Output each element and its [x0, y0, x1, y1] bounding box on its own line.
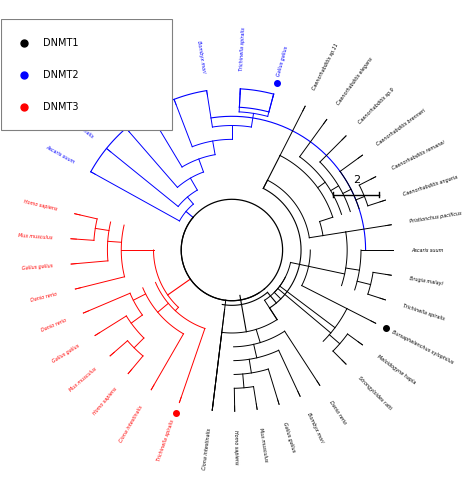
Text: DNMT1: DNMT1 [43, 38, 78, 48]
Text: Ascaris suum: Ascaris suum [45, 145, 76, 165]
Text: Brugia malayi: Brugia malayi [409, 276, 443, 286]
Text: DNMT2: DNMT2 [43, 70, 79, 80]
Text: Danio rerio: Danio rerio [328, 400, 346, 425]
Text: Homo sapiens: Homo sapiens [23, 200, 57, 212]
Text: Strongyloides ratti: Strongyloides ratti [357, 376, 393, 411]
Text: Caenorhabditis elegans: Caenorhabditis elegans [336, 56, 374, 106]
Text: Danio rerio: Danio rerio [40, 318, 67, 333]
Text: Trichinella spiralis: Trichinella spiralis [402, 303, 445, 322]
Text: 2: 2 [353, 176, 360, 186]
FancyBboxPatch shape [1, 20, 172, 130]
Text: Caenorhabditis sp.11: Caenorhabditis sp.11 [311, 42, 339, 91]
Text: Mus musculus: Mus musculus [69, 366, 98, 392]
Text: Pristionchus pacificus: Pristionchus pacificus [409, 211, 462, 224]
Text: DNMT2: DNMT2 [43, 70, 79, 80]
Text: Caenorhabditis remanei: Caenorhabditis remanei [391, 140, 446, 170]
Text: Caenorhabditis sp.9: Caenorhabditis sp.9 [357, 86, 395, 124]
Text: Gallus gallus: Gallus gallus [282, 421, 296, 452]
Text: Mus musculus: Mus musculus [18, 232, 53, 240]
Text: Gallus gallus: Gallus gallus [21, 263, 53, 271]
Text: Danio rerio: Danio rerio [94, 92, 116, 116]
Text: Homo sapiens: Homo sapiens [92, 386, 118, 416]
Text: Danio rerio: Danio rerio [30, 291, 58, 302]
Text: Gallus gallus: Gallus gallus [276, 46, 289, 77]
Text: Ciona intestinalis: Ciona intestinalis [58, 108, 94, 139]
Text: Homo sapiens: Homo sapiens [233, 430, 238, 464]
Text: Mus musculus: Mus musculus [257, 427, 268, 462]
Text: Bombyx mori: Bombyx mori [306, 412, 324, 444]
Text: Trichinella spiralis: Trichinella spiralis [157, 419, 176, 462]
Text: Bombyx mori: Bombyx mori [196, 40, 206, 73]
Text: DNMT3: DNMT3 [43, 102, 78, 112]
Text: Ciona intestinalis: Ciona intestinalis [202, 428, 212, 470]
Text: Caenorhabditis brenneri: Caenorhabditis brenneri [376, 108, 427, 146]
Text: Ascaris suum: Ascaris suum [412, 248, 444, 252]
Text: Ciona intestinalis: Ciona intestinalis [119, 404, 144, 443]
Text: Gallus gallus: Gallus gallus [52, 343, 81, 364]
Text: DNMT1: DNMT1 [43, 38, 78, 48]
Text: DNMT3: DNMT3 [43, 102, 78, 112]
Text: Mus musculus: Mus musculus [153, 49, 170, 83]
Text: Trichinella spiralis: Trichinella spiralis [239, 26, 246, 70]
Text: Meloidogyne hapla: Meloidogyne hapla [376, 354, 416, 385]
Text: Caenorhabditis angaria: Caenorhabditis angaria [402, 174, 458, 197]
Text: Bursaphelenchus xylophilus: Bursaphelenchus xylophilus [391, 330, 454, 365]
Text: Homo sapiens: Homo sapiens [119, 65, 141, 97]
